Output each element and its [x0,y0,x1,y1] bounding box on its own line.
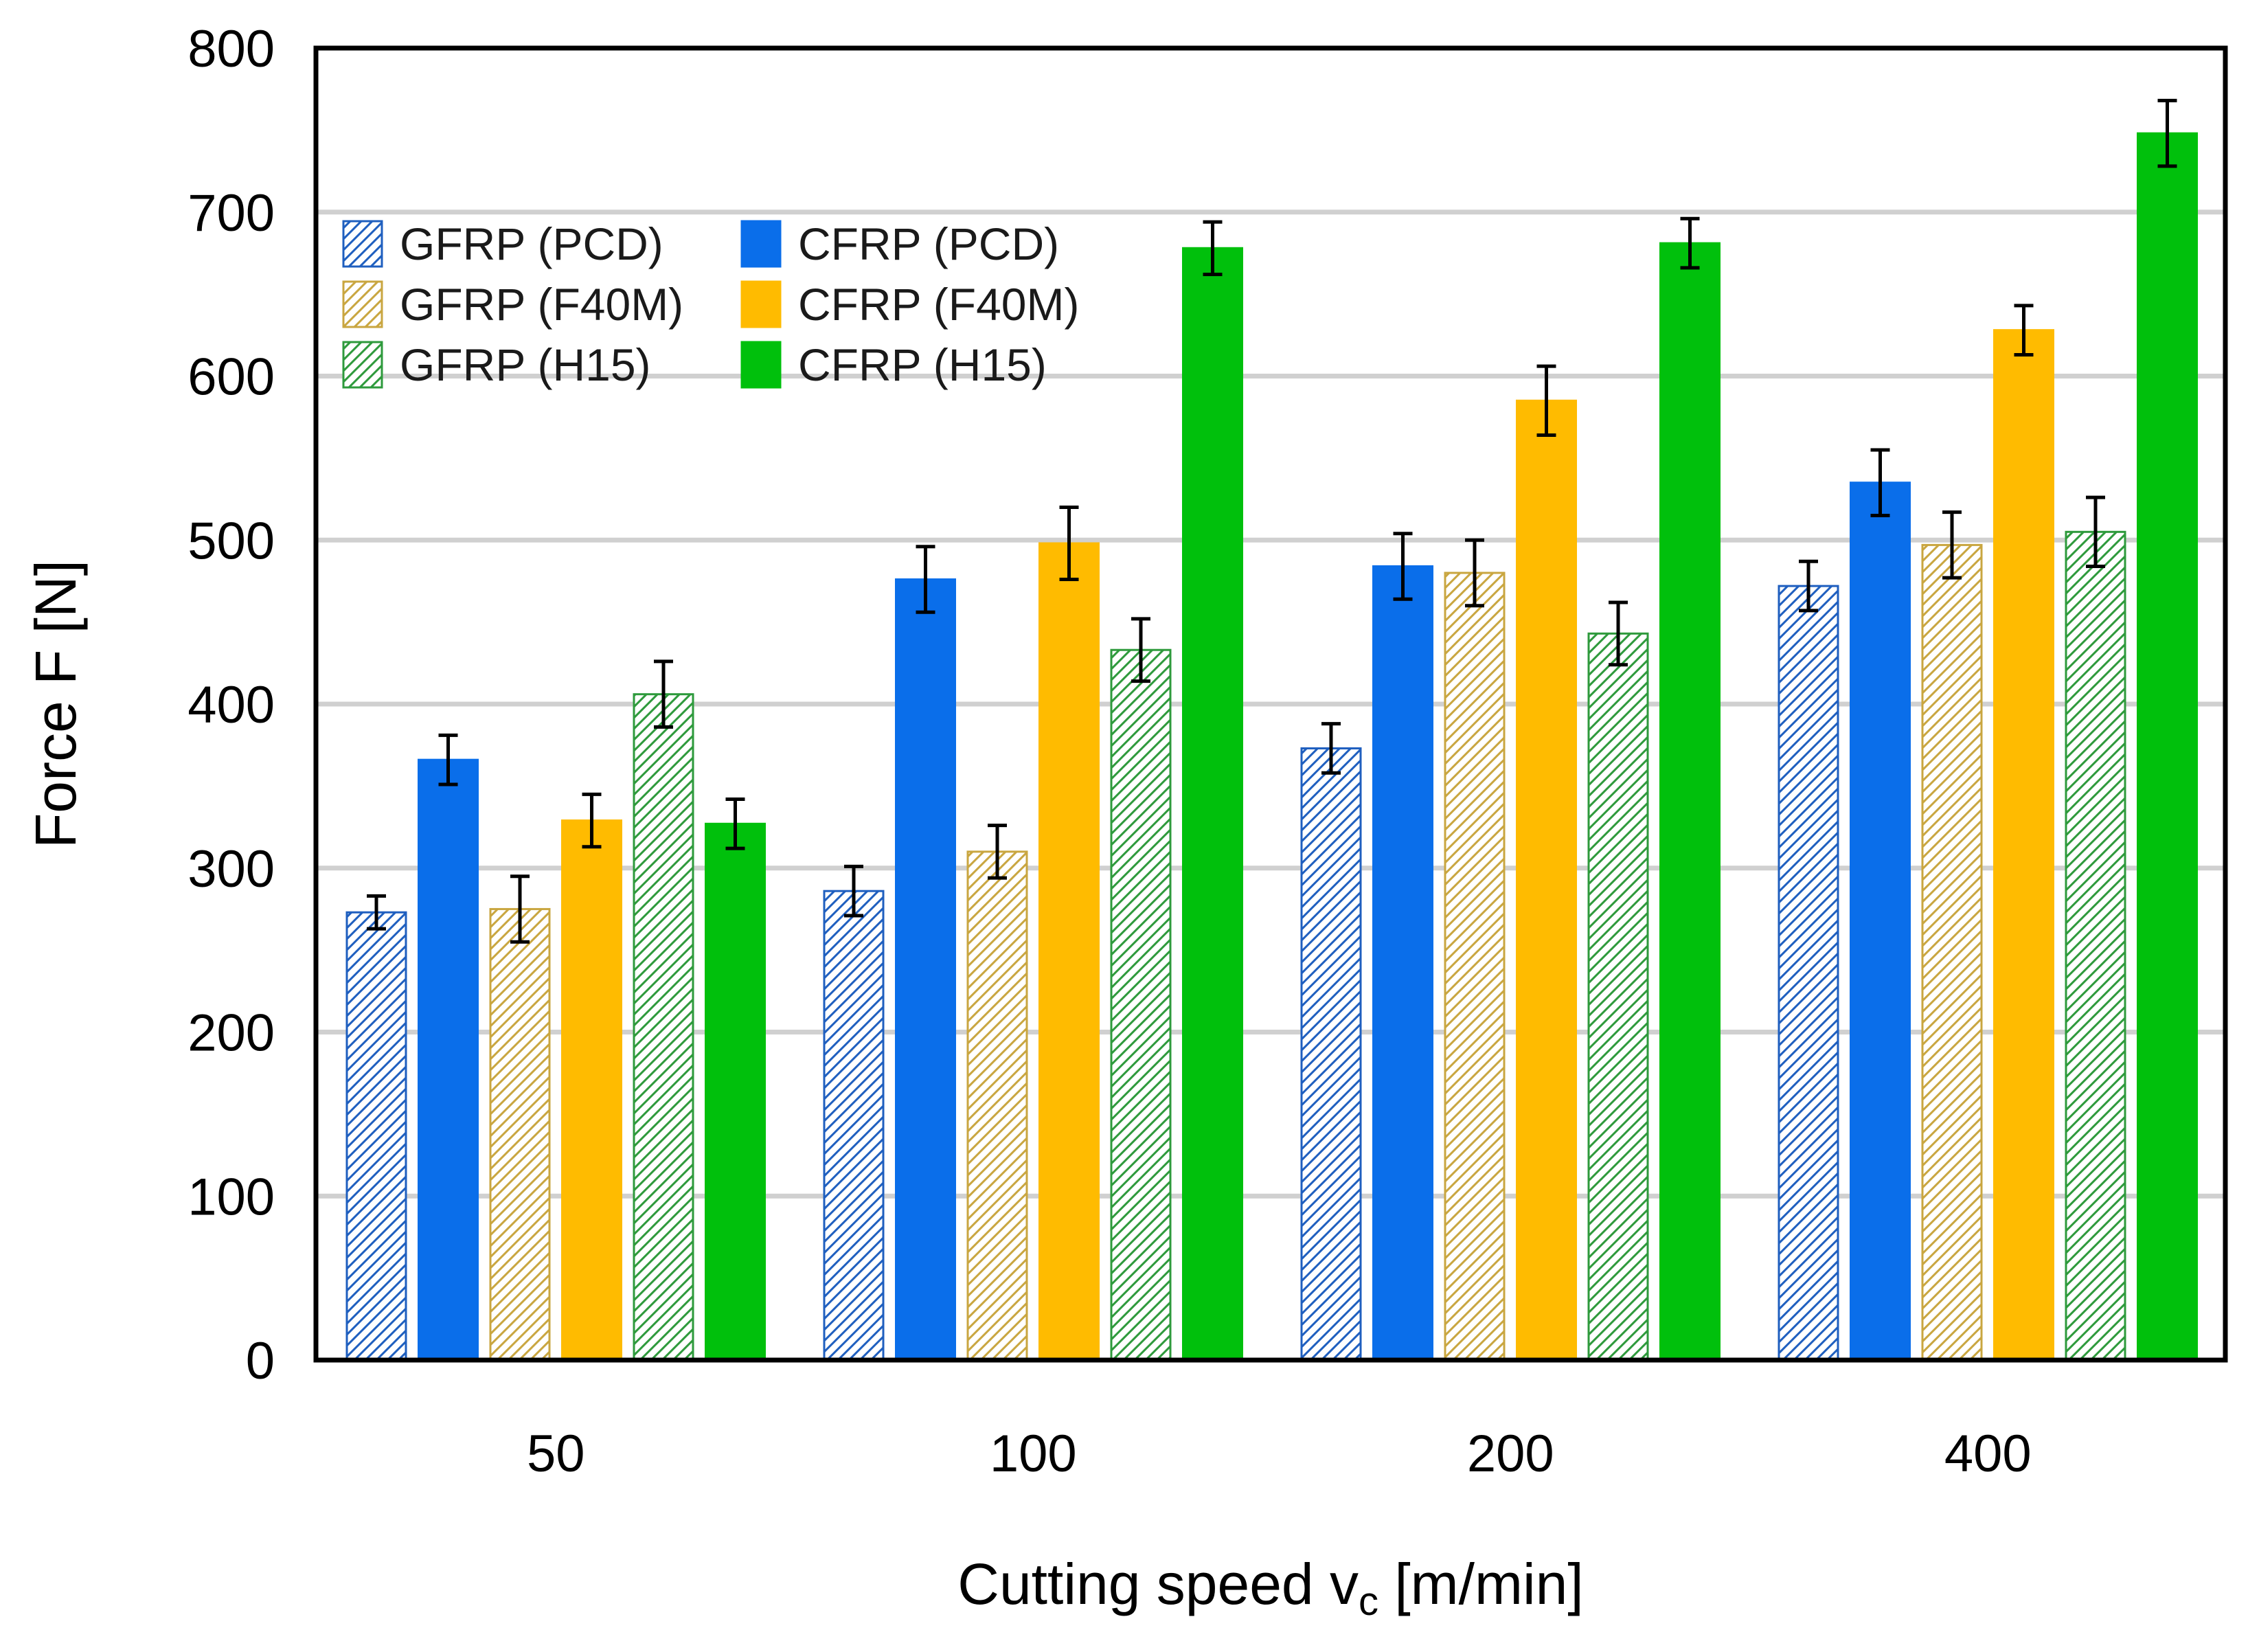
error-bar [1131,617,1150,683]
legend-swatch [740,341,782,389]
error-bar [1680,216,1700,270]
error-bar [1870,448,1890,517]
bar [2137,132,2198,1361]
bar [561,819,622,1361]
legend-swatch [342,220,383,268]
bar [1587,632,1649,1361]
y-tick-label: 300 [188,840,275,898]
error-bar [1609,600,1628,667]
y-axis-label: Force F [N] [23,560,88,848]
error-bar [2014,304,2034,357]
bar [1110,648,1172,1361]
bar [1993,329,2054,1361]
bar [489,907,551,1361]
error-bar [1465,538,1484,608]
error-bar [1203,220,1223,276]
x-tick-label: 400 [1944,1425,2032,1483]
legend-label: GFRP (PCD) [400,218,663,269]
error-bar [1059,506,1079,582]
error-bars [367,98,2177,944]
y-tick-label: 600 [188,348,275,407]
error-bar [1393,532,1413,601]
error-bar [2157,98,2177,168]
legend-label: CFRP (PCD) [798,218,1059,269]
error-bar [1321,722,1341,775]
x-axis-label-unit: [m/min] [1378,1552,1584,1616]
legend-label: GFRP (H15) [400,339,651,390]
x-tick-labels: 50 100 200 400 [527,1425,2032,1483]
y-tick-labels: 0 100 200 300 400 500 600 700 800 [188,20,275,1390]
legend-swatch [342,341,383,389]
x-tick-label: 100 [990,1425,1077,1483]
bar [418,758,479,1361]
legend-swatch [740,280,782,328]
error-bar [2086,495,2105,568]
x-axis-label-main: Cutting speed v [957,1552,1359,1616]
legend-label: GFRP (F40M) [400,279,683,330]
legend-swatch [342,280,383,328]
error-bar [916,545,935,614]
bar [1372,565,1433,1361]
error-bar [510,874,530,944]
bar [966,850,1028,1361]
bar [705,822,766,1361]
legend-label: CFRP (F40M) [798,279,1079,330]
y-tick-label: 700 [188,184,275,242]
error-bar [654,659,673,729]
y-tick-label: 400 [188,676,275,734]
y-tick-label: 0 [246,1332,275,1390]
bar [1300,747,1362,1361]
bar [895,578,956,1361]
bar [1516,399,1577,1361]
error-bar [988,824,1007,880]
bar [823,890,885,1361]
error-bar [582,792,602,849]
bars [345,132,2198,1361]
bar [633,693,694,1361]
legend-swatch [740,220,782,268]
plot-frame [313,45,2228,1363]
bar [1850,482,1911,1361]
x-axis-label: Cutting speed vc [m/min] [957,1552,1583,1624]
y-tick-label: 200 [188,1004,275,1063]
y-tick-label: 800 [188,20,275,78]
bar [345,911,407,1361]
error-bar [1942,510,1962,580]
error-bar [1799,559,1818,613]
error-bar [725,797,745,850]
y-tick-label: 100 [188,1168,275,1226]
x-tick-label: 200 [1467,1425,1554,1483]
x-tick-label: 50 [527,1425,585,1483]
error-bar [1536,364,1556,437]
y-tick-label: 500 [188,512,275,570]
error-bar [367,894,386,931]
x-axis-label-subscript: c [1359,1579,1378,1624]
bar [2065,530,2126,1361]
bar [1659,242,1721,1361]
legend-label: CFRP (H15) [798,339,1047,390]
bar [1182,247,1243,1361]
error-bar [438,733,458,787]
bar [1444,572,1506,1361]
bar [1921,543,1983,1361]
error-bar [844,864,863,918]
bar [1038,542,1100,1361]
bar [1778,585,1839,1361]
legend: GFRP (PCD) CFRP (PCD) GFRP (F40M) CFRP (F40… [342,218,1079,390]
